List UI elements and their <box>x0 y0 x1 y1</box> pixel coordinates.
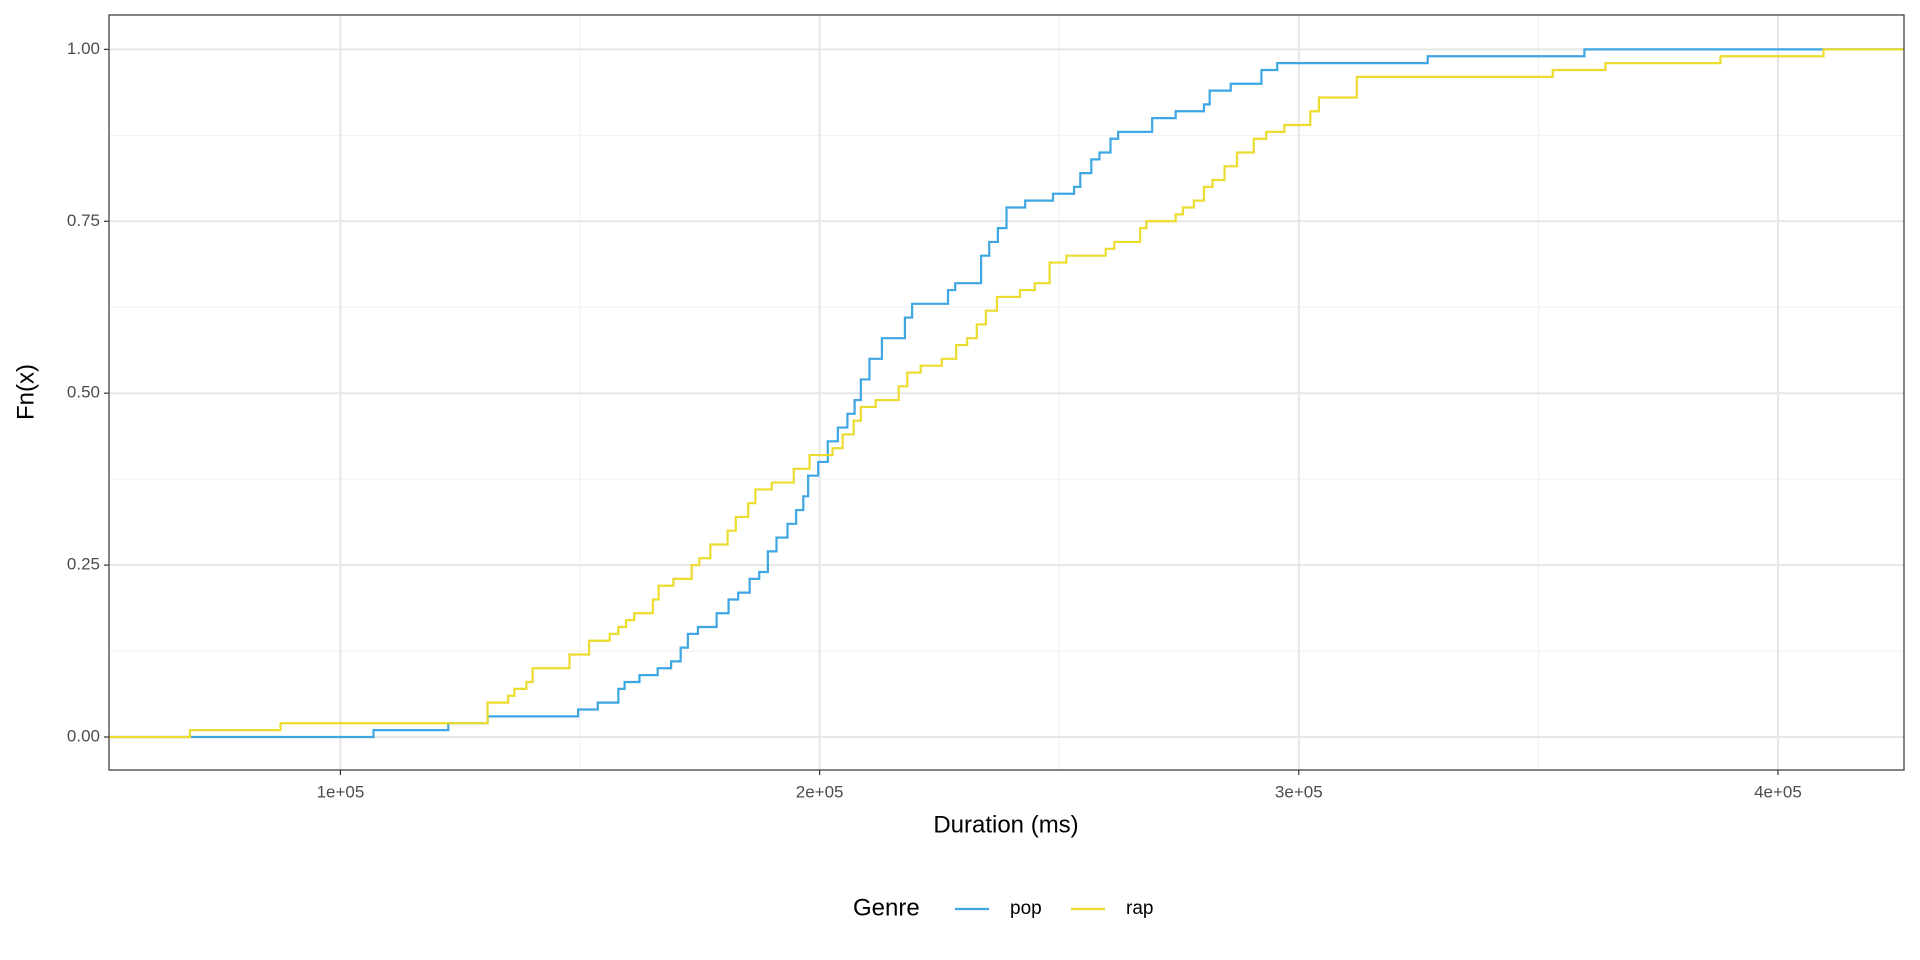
x-axis-title: Duration (ms) <box>933 811 1078 838</box>
legend-title: Genre <box>853 894 920 921</box>
y-tick-label: 0.00 <box>67 726 100 745</box>
legend-label: pop <box>1010 898 1042 919</box>
y-tick-label: 0.50 <box>67 383 100 402</box>
y-tick-label: 1.00 <box>67 39 100 58</box>
x-tick-label: 2e+05 <box>796 782 844 801</box>
y-axis-title: Fn(x) <box>12 364 39 420</box>
y-tick-label: 0.25 <box>67 555 100 574</box>
x-tick-label: 3e+05 <box>1275 782 1323 801</box>
plot-border <box>108 14 1905 771</box>
ecdf-line <box>109 48 1904 739</box>
legend-label: rap <box>1126 898 1153 919</box>
y-tick-label: 0.75 <box>67 211 100 230</box>
ecdf-line <box>109 48 1904 739</box>
x-tick-label: 1e+05 <box>317 782 365 801</box>
x-tick-label: 4e+05 <box>1754 782 1802 801</box>
